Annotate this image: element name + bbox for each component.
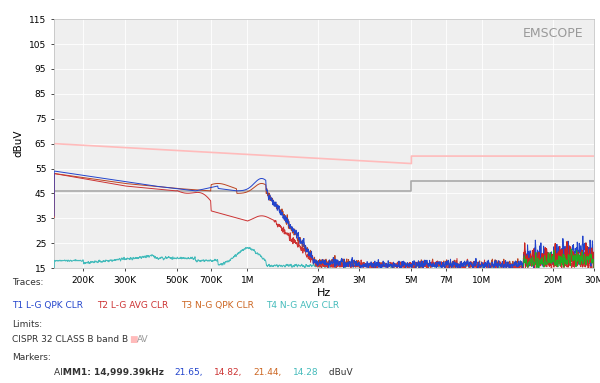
Text: All: All: [54, 368, 71, 377]
Text: T3 N-G QPK CLR: T3 N-G QPK CLR: [181, 301, 254, 309]
Text: Markers:: Markers:: [12, 353, 51, 362]
Text: T2 L-G AVG CLR: T2 L-G AVG CLR: [97, 301, 168, 309]
Text: dBuV: dBuV: [326, 368, 352, 377]
Text: Traces:: Traces:: [12, 278, 43, 286]
Text: T4 N-G AVG CLR: T4 N-G AVG CLR: [266, 301, 339, 309]
Text: T1 L-G QPK CLR: T1 L-G QPK CLR: [12, 301, 83, 309]
Y-axis label: dBuV: dBuV: [14, 130, 23, 157]
Text: 14.82,: 14.82,: [214, 368, 242, 377]
Text: Limits:: Limits:: [12, 320, 42, 329]
Text: MM1: 14,999.39kHz: MM1: 14,999.39kHz: [63, 368, 170, 377]
Text: CISPR 32 CLASS B band B: CISPR 32 CLASS B band B: [12, 335, 128, 344]
Text: AV: AV: [137, 335, 148, 344]
Text: 21.65,: 21.65,: [174, 368, 203, 377]
Text: EMSCOPE: EMSCOPE: [523, 27, 583, 39]
X-axis label: Hz: Hz: [317, 288, 331, 298]
Text: 21.44,: 21.44,: [253, 368, 281, 377]
Text: ■: ■: [129, 335, 137, 344]
Text: 14.28: 14.28: [293, 368, 319, 377]
